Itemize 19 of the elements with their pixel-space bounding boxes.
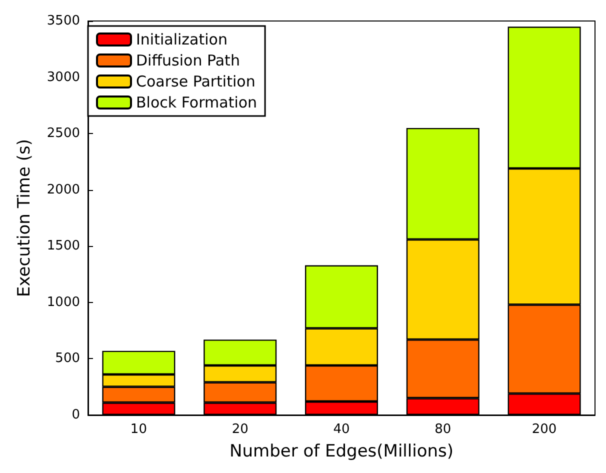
x-tick-label: 10: [130, 422, 147, 437]
y-tick-label: 1000: [46, 294, 80, 310]
legend-label: Coarse Partition: [136, 72, 256, 90]
legend-label: Initialization: [136, 30, 228, 48]
x-tick-label: 80: [434, 422, 452, 437]
x-tick-label: 20: [232, 422, 248, 437]
y-tick-label: 1500: [46, 238, 80, 254]
y-tick-label: 3000: [46, 70, 80, 85]
x-axis-title: Number of Edges(Millions): [230, 442, 454, 462]
y-axis-title: Execution Time (s): [14, 139, 34, 297]
y-tick-label: 500: [55, 351, 80, 366]
y-tick-label: 2500: [46, 126, 80, 142]
y-tick-label: 2000: [46, 182, 80, 198]
legend-label: Block Formation: [136, 94, 258, 112]
x-tick-label: 40: [333, 422, 350, 437]
y-tick-label: 3500: [46, 14, 80, 28]
legend-label: Diffusion Path: [136, 52, 240, 70]
y-tick-label: 0: [72, 408, 80, 422]
x-tick-label: 200: [532, 422, 557, 437]
